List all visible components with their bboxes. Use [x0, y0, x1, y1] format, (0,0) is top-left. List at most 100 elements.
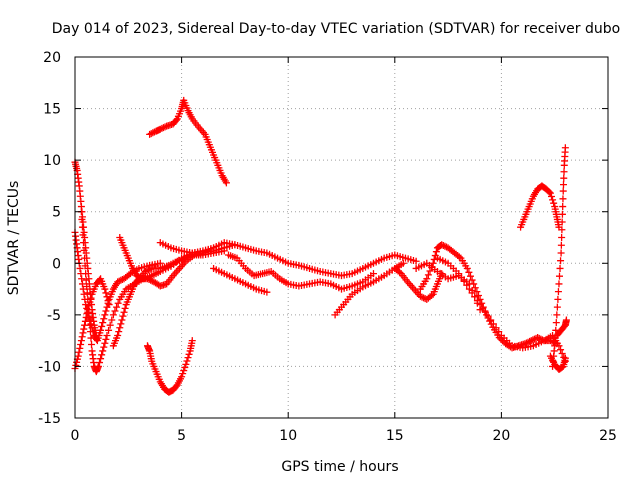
data-point	[83, 289, 91, 297]
data-point	[548, 193, 556, 201]
data-point	[115, 328, 123, 336]
data-point	[556, 264, 564, 272]
data-point	[562, 316, 570, 324]
data-point	[79, 231, 87, 239]
data-point	[188, 337, 196, 345]
data-point	[172, 116, 180, 124]
data-point	[418, 293, 426, 301]
data-point	[114, 278, 122, 286]
y-tick-label: 20	[43, 50, 61, 66]
data-point	[554, 295, 562, 303]
data-point	[145, 276, 153, 284]
data-point	[78, 215, 86, 223]
data-point	[466, 272, 474, 280]
data-point	[439, 241, 447, 249]
data-point	[553, 311, 561, 319]
data-point	[74, 352, 82, 360]
data-point	[146, 130, 154, 138]
data-point	[143, 267, 151, 275]
data-point	[116, 324, 124, 332]
data-point	[552, 319, 560, 327]
y-tick-label: 10	[43, 153, 61, 169]
data-point	[111, 307, 119, 315]
x-tick-label: 15	[386, 428, 404, 444]
data-point	[557, 346, 565, 354]
data-point	[438, 241, 446, 249]
data-point	[125, 271, 133, 279]
data-point	[80, 325, 88, 333]
data-point	[487, 316, 495, 324]
x-tick-labels: 0 5 10 15 20 25	[71, 428, 617, 444]
data-point	[114, 299, 122, 307]
data-point	[463, 264, 471, 272]
series-arc-07	[143, 337, 196, 396]
data-point	[106, 321, 114, 329]
y-tick-label: 5	[52, 205, 61, 221]
data-point	[424, 271, 432, 279]
series-arc-17	[517, 182, 563, 231]
data-point	[369, 270, 377, 278]
data-point	[184, 354, 192, 362]
data-point	[146, 265, 154, 273]
data-point	[559, 203, 567, 211]
data-point	[82, 270, 90, 278]
data-point	[158, 124, 166, 132]
series-arc-13	[391, 264, 446, 303]
data-point	[183, 357, 191, 365]
data-point	[79, 329, 87, 337]
data-point	[141, 268, 149, 276]
data-point	[86, 321, 94, 329]
data-point	[529, 336, 537, 344]
data-point	[559, 187, 567, 195]
data-point	[412, 257, 420, 265]
data-point	[549, 196, 557, 204]
data-point	[88, 341, 96, 349]
data-point	[145, 266, 153, 274]
data-point	[83, 282, 91, 290]
data-point	[263, 288, 271, 296]
data-point	[481, 308, 489, 316]
data-point	[423, 275, 431, 283]
y-axis-label: SDTVAR / TECUs	[6, 181, 22, 296]
data-point	[468, 286, 476, 294]
data-point	[119, 312, 127, 320]
data-point	[143, 275, 151, 283]
data-point	[558, 234, 566, 241]
data-point	[182, 360, 190, 368]
series-arc-16	[412, 259, 484, 314]
data-point	[109, 311, 117, 319]
data-point	[555, 280, 563, 288]
data-point	[92, 331, 100, 339]
y-tick-label: -15	[38, 411, 61, 427]
data-point	[98, 351, 106, 359]
data-point	[416, 292, 424, 300]
data-point	[103, 331, 111, 339]
data-point	[117, 276, 125, 284]
series-arc-06	[116, 234, 228, 290]
data-point	[78, 280, 86, 288]
y-tick-label: 0	[52, 256, 61, 272]
data-point	[159, 124, 167, 132]
x-axis-label: GPS time / hours	[281, 459, 398, 475]
data-point	[108, 316, 116, 324]
data-point	[121, 304, 129, 312]
data-point	[555, 272, 563, 280]
chart-title: Day 014 of 2023, Sidereal Day-to-day VTE…	[52, 21, 620, 37]
data-point	[530, 335, 538, 343]
data-point	[557, 257, 565, 265]
data-point	[103, 303, 111, 311]
data-point	[551, 342, 559, 350]
data-point	[81, 317, 89, 325]
series-arc-11	[225, 251, 377, 293]
data-point	[78, 333, 86, 341]
data-point	[101, 285, 109, 293]
data-point	[101, 311, 109, 319]
data-point	[545, 188, 553, 196]
data-point	[80, 239, 88, 247]
data-point	[102, 307, 110, 315]
data-point	[77, 337, 85, 345]
data-point	[85, 308, 93, 316]
data-point	[559, 181, 567, 189]
data-point	[557, 249, 565, 257]
